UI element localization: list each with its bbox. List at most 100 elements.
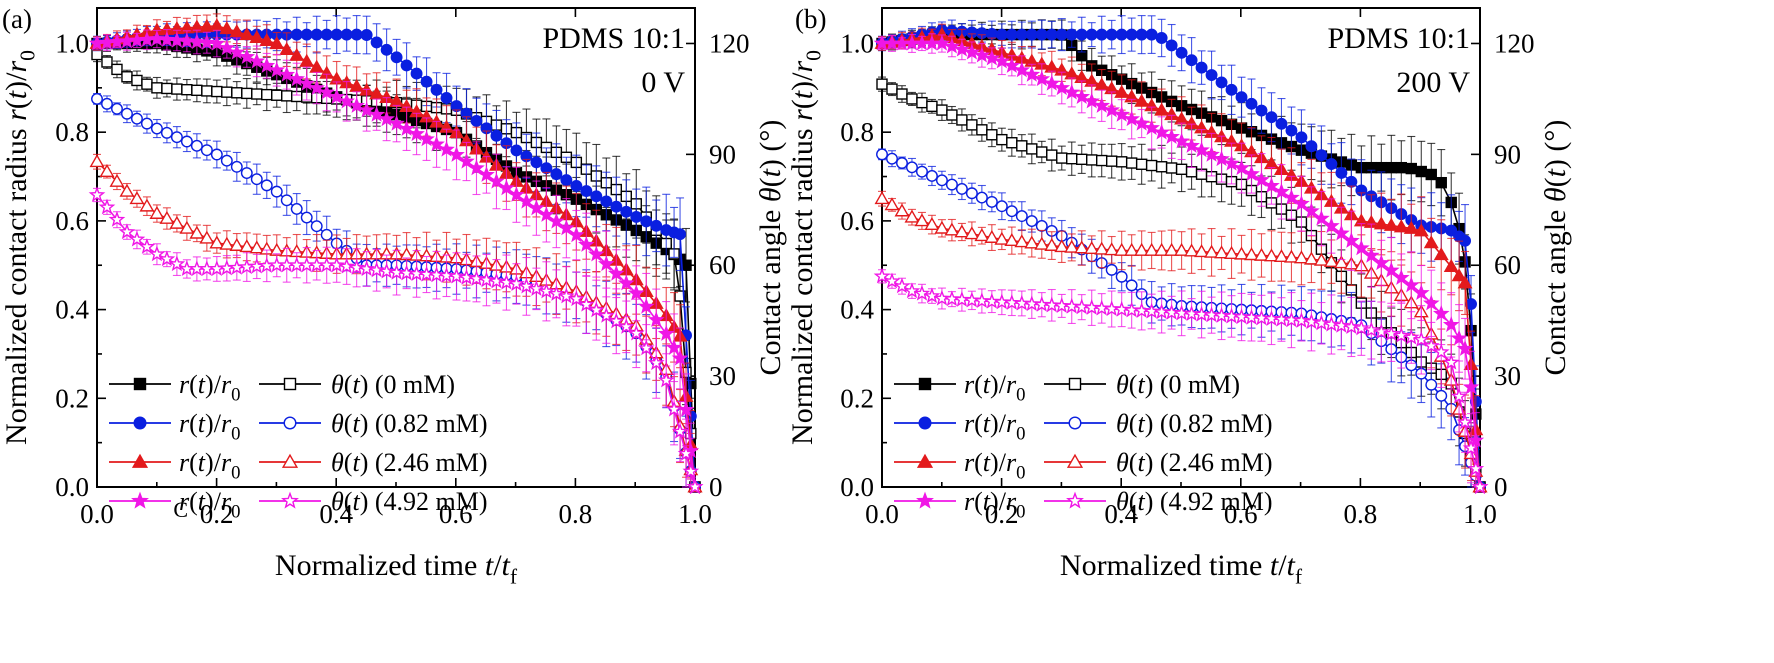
series-6: [88, 28, 704, 495]
data-point: [1345, 175, 1358, 188]
data-point: [1413, 223, 1429, 237]
data-point: [657, 325, 675, 341]
data-point: [490, 129, 503, 142]
data-point: [208, 34, 226, 51]
data-point: [370, 36, 383, 49]
data-point: [598, 306, 615, 323]
x-tick-label: 0.0: [80, 499, 114, 529]
data-point: [1053, 79, 1071, 96]
data-point: [1055, 28, 1068, 41]
data-point: [1115, 270, 1128, 283]
data-point: [923, 287, 941, 304]
data-point: [896, 88, 908, 100]
x-tick-label: 0.4: [1104, 499, 1138, 529]
y-left-axis-label: Normalized contact radius r(t)/r0: [786, 50, 825, 445]
data-point: [1243, 165, 1260, 182]
data-point: [986, 129, 998, 141]
legend-marker-open: [1068, 416, 1082, 430]
data-point: [1005, 28, 1018, 41]
legend-angle-label: θ(t) (4.92 mM): [1116, 487, 1273, 516]
data-point: [1125, 279, 1138, 292]
data-point: [876, 148, 888, 161]
data-point: [310, 220, 323, 233]
legend-radius-label: r(t)/r0: [964, 370, 1025, 405]
data-point: [1363, 321, 1380, 338]
data-point: [1143, 119, 1160, 136]
data-point: [1254, 247, 1269, 261]
data-point: [926, 100, 938, 113]
y-right-tick-label: 30: [1494, 361, 1521, 391]
panel-label: (b): [795, 4, 826, 34]
data-point: [1193, 141, 1210, 158]
data-point: [637, 297, 655, 314]
data-point: [199, 230, 215, 244]
data-point: [388, 114, 405, 131]
data-point: [1303, 313, 1320, 330]
legend-angle-label: θ(t) (0.82 mM): [1116, 409, 1273, 438]
data-point: [250, 173, 263, 186]
data-point: [906, 93, 918, 105]
data-point: [1313, 252, 1329, 266]
y-right-tick-label: 30: [709, 361, 736, 391]
data-point: [588, 245, 605, 262]
x-tick-label: 0.6: [1224, 499, 1258, 529]
y-right-axis-label: Contact angle θ(t) (°): [1539, 120, 1572, 376]
data-point: [530, 156, 543, 169]
data-point: [268, 61, 286, 78]
data-point: [925, 170, 938, 182]
data-point: [320, 28, 333, 41]
data-point: [1125, 157, 1138, 169]
data-point: [320, 228, 333, 241]
data-point: [338, 257, 355, 274]
data-point: [239, 27, 255, 41]
data-point: [607, 264, 625, 281]
annotation-text: PDMS 10:1: [1327, 22, 1470, 55]
y-left-tick-label: 1.0: [840, 28, 874, 58]
data-point: [682, 462, 700, 479]
data-point: [1264, 248, 1279, 262]
data-point: [1134, 242, 1150, 256]
data-point: [240, 167, 253, 179]
data-point: [400, 59, 413, 72]
data-point: [1015, 28, 1028, 41]
data-point: [600, 195, 613, 208]
data-point: [647, 311, 665, 328]
data-point: [1145, 159, 1158, 172]
data-point: [358, 101, 375, 118]
panel-a: 0.0 0.2 0.4 0.6 0.8 1.00.00.20.40.60.81.00306…: [0, 4, 787, 588]
data-point: [1323, 315, 1340, 332]
data-point: [1235, 91, 1248, 104]
legend-radius-label: r(t)/r0: [179, 448, 240, 483]
data-point: [1457, 275, 1473, 289]
y-left-tick-label: 0.6: [55, 206, 89, 236]
data-point: [1392, 269, 1410, 285]
data-point: [1415, 165, 1427, 178]
data-point: [280, 194, 293, 207]
data-point: [617, 318, 635, 334]
data-point: [440, 92, 453, 104]
data-point: [995, 28, 1008, 41]
data-point: [251, 88, 263, 100]
data-point: [1155, 161, 1168, 173]
data-point: [1004, 232, 1020, 247]
data-point: [1064, 239, 1080, 253]
data-point: [258, 57, 276, 73]
data-point: [1065, 28, 1078, 41]
data-point: [220, 154, 233, 167]
legend-marker-filled: [918, 377, 932, 391]
data-point: [1034, 236, 1050, 250]
data-point: [677, 401, 695, 417]
x-tick-label: 0.0: [865, 499, 899, 529]
x-tick-label: 1.0: [1463, 499, 1497, 529]
data-point: [550, 168, 563, 181]
legend-marker-open: [281, 453, 299, 468]
data-point: [570, 179, 583, 192]
data-point: [358, 260, 375, 277]
data-point: [390, 51, 403, 64]
data-point: [630, 210, 643, 223]
data-point: [239, 239, 255, 253]
data-point: [410, 67, 423, 80]
data-point: [1393, 219, 1409, 233]
series-6: [873, 33, 1489, 495]
y-left-tick-label: 0.0: [840, 472, 874, 502]
